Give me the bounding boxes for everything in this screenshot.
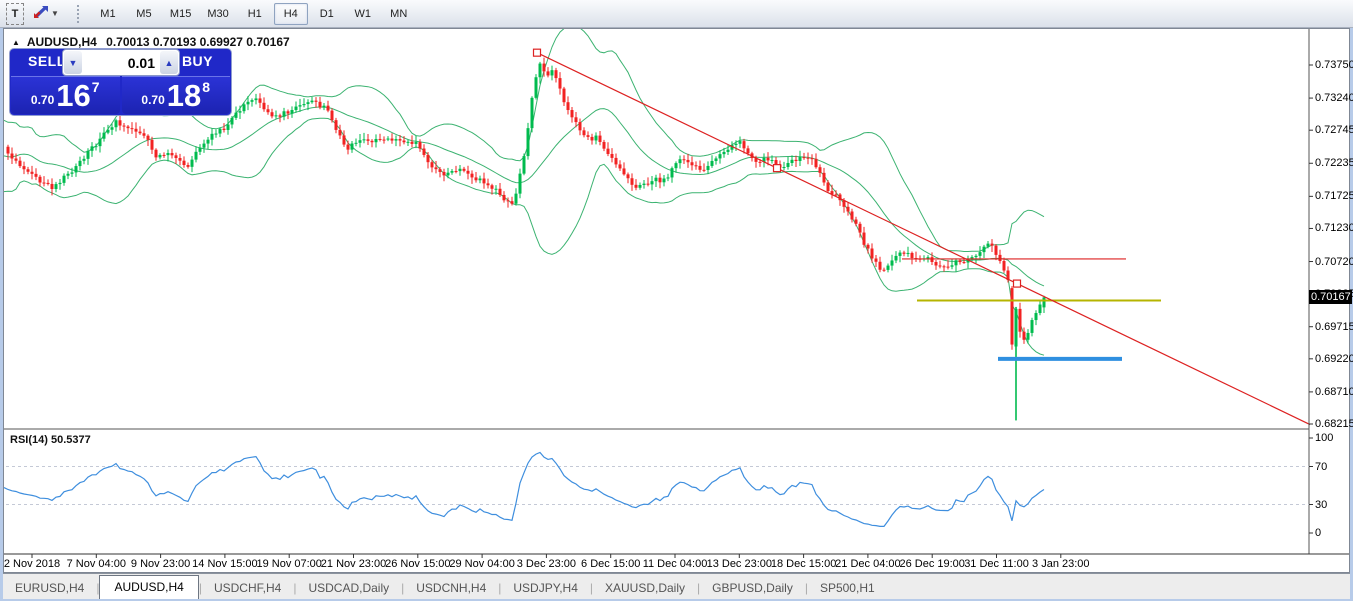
date-tick-label: 31 Dec 11:00 <box>964 558 1029 570</box>
price-tick-label: 0.71230 <box>1315 222 1353 235</box>
date-tick-label: 21 Nov 23:00 <box>320 558 387 570</box>
buy-price-main: 18 <box>166 78 202 113</box>
date-tick-label: 29 Nov 04:00 <box>449 558 515 570</box>
timeframe-button-m1[interactable]: M1 <box>100 7 116 20</box>
chart-tab-usdjpy-h4[interactable]: USDJPY,H4 <box>513 581 578 595</box>
chart-tab-sp500-h1[interactable]: SP500,H1 <box>819 581 875 595</box>
date-tick-label: 19 Nov 07:00 <box>256 558 322 570</box>
buy-price-pip: 8 <box>202 79 211 95</box>
price-tick-label: 0.69715 <box>1315 320 1353 333</box>
volume-control: ▼ ▲ <box>62 49 180 76</box>
price-chart-canvas[interactable] <box>4 29 1349 572</box>
date-tick-label: 7 Nov 04:00 <box>66 558 126 570</box>
price-tick-label: 0.69220 <box>1315 352 1353 365</box>
trade-panel-top-row: SELL ▼ ▲ BUY <box>10 49 231 76</box>
tab-separator: | <box>401 581 405 595</box>
sell-price-main: 16 <box>56 78 91 113</box>
text-tool-button[interactable]: T <box>6 2 24 25</box>
sell-price-pip: 7 <box>91 79 100 95</box>
date-tick-label: 13 Dec 23:00 <box>706 558 773 570</box>
rsi-indicator-label: RSI(14) 50.5377 <box>10 434 91 446</box>
rsi-scale-label: 0 <box>1315 527 1322 539</box>
price-tick-label: 0.70720 <box>1315 255 1353 268</box>
volume-increase-button[interactable]: ▲ <box>160 51 178 74</box>
date-tick-label: 14 Nov 15:00 <box>192 558 258 570</box>
chart-region: ▲ AUDUSD,H4 0.70013 0.70193 0.69927 0.70… <box>3 28 1353 573</box>
date-tick-label: 18 Dec 15:00 <box>770 558 837 570</box>
rsi-scale-label: 70 <box>1315 460 1328 473</box>
price-tick-label: 0.71725 <box>1315 190 1353 203</box>
date-tick-label: 26 Dec 19:00 <box>899 558 965 570</box>
chart-tab-audusd-h4[interactable]: AUDUSD,H4 <box>99 575 199 599</box>
buy-price-prefix: 0.70 <box>141 93 165 107</box>
chart-tab-usdcnh-h4[interactable]: USDCNH,H4 <box>416 581 487 595</box>
buy-label-button[interactable]: BUY <box>181 53 213 69</box>
sell-button[interactable]: 0.70 16 7 <box>11 76 120 114</box>
chart-tab-xauusd-daily[interactable]: XAUUSD,Daily <box>605 581 686 595</box>
timeframe-button-w1[interactable]: W1 <box>354 7 371 20</box>
trade-panel-price-row: 0.70 16 7 0.70 18 8 <box>10 76 231 115</box>
toolbar-grip <box>76 4 84 23</box>
timeframe-button-m5[interactable]: M5 <box>136 7 152 20</box>
tab-separator: | <box>198 581 202 595</box>
timeframe-button-m30[interactable]: M30 <box>207 7 229 20</box>
date-tick-label: 9 Nov 23:00 <box>130 558 191 570</box>
date-tick-label: 3 Dec 23:00 <box>516 558 577 570</box>
date-tick-label: 26 Nov 15:00 <box>385 558 451 570</box>
chevron-down-icon: ▼ <box>51 9 59 18</box>
price-tick-label: 0.73240 <box>1315 92 1353 105</box>
date-tick-label: 11 Dec 04:00 <box>642 558 708 570</box>
sell-price-prefix: 0.70 <box>30 93 55 107</box>
timeframe-button-m15[interactable]: M15 <box>169 7 192 20</box>
chart-tab-gbpusd-daily[interactable]: GBPUSD,Daily <box>712 581 793 595</box>
chart-tab-eurusd-h4[interactable]: EURUSD,H4 <box>15 581 85 595</box>
timeframe-button-h4[interactable]: H4 <box>273 2 308 25</box>
top-toolbar: T ▼ M1 M5 M15 M30 H1 H4 D1 W1 MN <box>0 0 1353 28</box>
buy-button[interactable]: 0.70 18 8 <box>121 76 230 114</box>
timeframe-button-d1[interactable]: D1 <box>319 7 334 20</box>
caret-down-icon: ▼ <box>68 57 78 68</box>
arrows-icon <box>33 5 49 22</box>
caret-up-icon: ▲ <box>164 57 174 68</box>
tab-separator: | <box>697 581 701 595</box>
timeframe-button-h1[interactable]: H1 <box>247 7 262 20</box>
timeframe-button-mn[interactable]: MN <box>390 7 408 20</box>
chart-tab-usdcad-daily[interactable]: USDCAD,Daily <box>308 581 390 595</box>
chart-tab-bar: EURUSD,H4 | AUDUSD,H4 | USDCHF,H4 | USDCAD,Dai… <box>3 573 1350 599</box>
chart-symbol-label: AUDUSD,H4 <box>26 35 97 49</box>
tab-separator: | <box>589 581 593 595</box>
current-price-badge: 0.70167 <box>1309 290 1352 305</box>
tab-separator: | <box>293 581 297 595</box>
chart-tab-usdchf-h4[interactable]: USDCHF,H4 <box>213 581 282 595</box>
collapse-triangle-icon: ▲ <box>12 38 20 47</box>
date-tick-label: 21 Dec 04:00 <box>835 558 901 570</box>
rsi-scale-label: 100 <box>1315 432 1334 444</box>
tab-separator: | <box>498 581 502 595</box>
price-tick-label: 0.68710 <box>1315 385 1353 398</box>
date-tick-label: 2 Nov 2018 <box>3 558 61 570</box>
volume-input[interactable] <box>83 50 159 75</box>
volume-decrease-button[interactable]: ▼ <box>64 51 82 74</box>
price-tick-label: 0.68215 <box>1315 418 1353 430</box>
one-click-trading-panel: SELL ▼ ▲ BUY 0.70 16 7 0.70 <box>9 48 232 116</box>
price-tick-label: 0.72235 <box>1315 157 1353 170</box>
price-tick-label: 0.73750 <box>1315 59 1353 71</box>
rsi-scale-label: 30 <box>1315 498 1328 511</box>
date-tick-label: 3 Jan 23:00 <box>1032 558 1090 570</box>
date-tick-label: 6 Dec 15:00 <box>581 558 641 570</box>
chart-title: ▲ AUDUSD,H4 0.70013 0.70193 0.69927 0.70… <box>12 35 290 49</box>
sell-label-button[interactable]: SELL <box>28 53 66 69</box>
price-tick-label: 0.72745 <box>1315 124 1353 137</box>
timeframe-group: M1 M5 M15 M30 H1 H4 D1 W1 MN <box>90 2 417 25</box>
chart-ohlc-label: 0.70013 0.70193 0.69927 0.70167 <box>106 35 290 49</box>
tab-separator: | <box>804 581 808 595</box>
tab-separator: | <box>96 581 100 595</box>
arrows-tool-button[interactable]: ▼ <box>26 3 66 25</box>
